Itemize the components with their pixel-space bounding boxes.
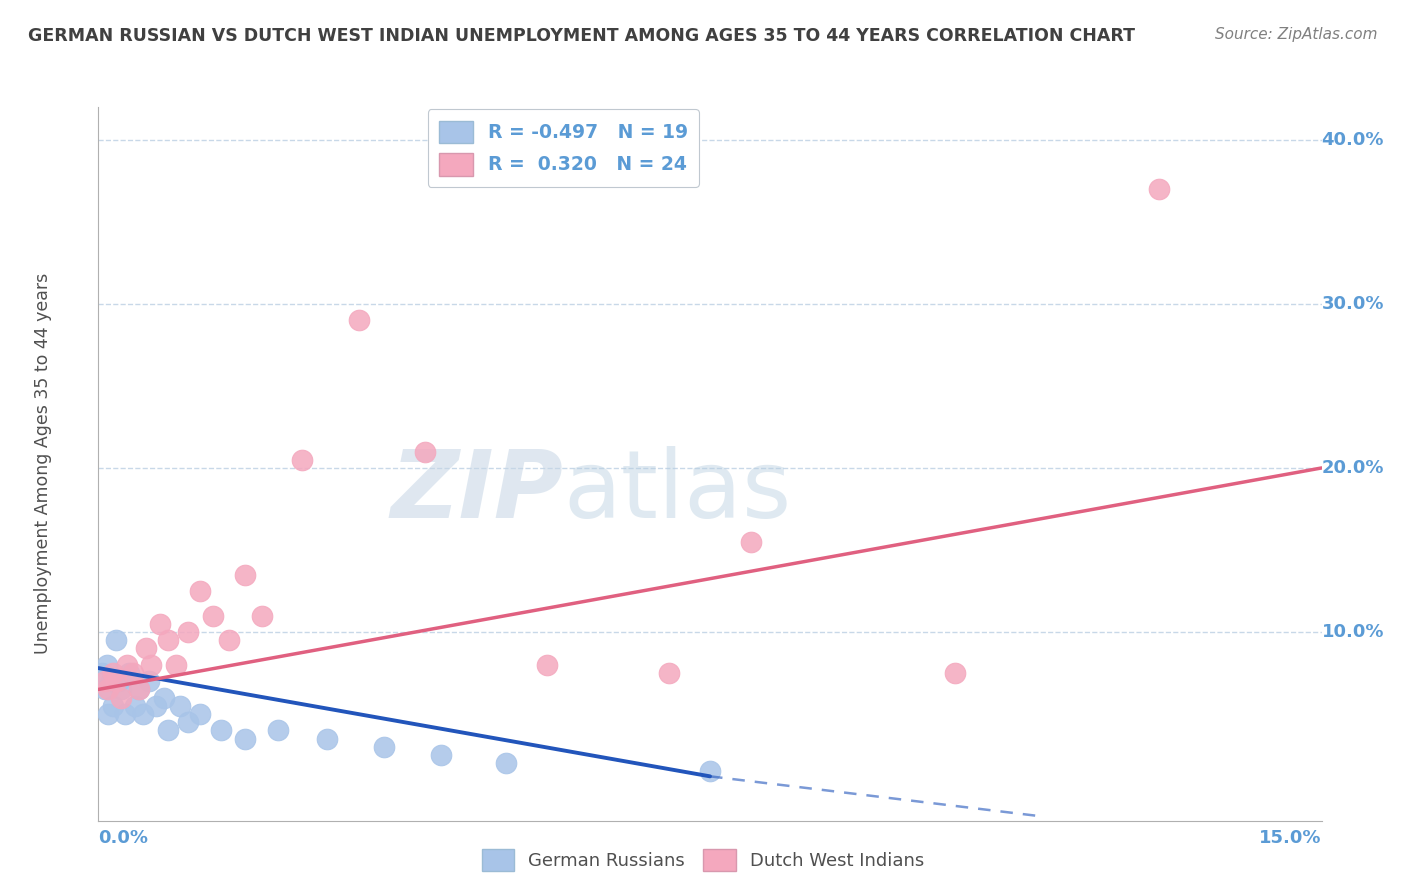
Text: 40.0%: 40.0% (1322, 131, 1384, 149)
Point (177, 625, 200, 640)
Point (94, 674, 117, 689)
Point (315, 731, 337, 746)
Point (94, 682, 117, 697)
Point (943, 665, 966, 680)
Point (188, 584, 212, 599)
Point (156, 633, 179, 648)
Point (233, 731, 256, 746)
Point (118, 665, 141, 680)
Text: GERMAN RUSSIAN VS DUTCH WEST INDIAN UNEMPLOYMENT AMONG AGES 35 TO 44 YEARS CORRE: GERMAN RUSSIAN VS DUTCH WEST INDIAN UNEM… (28, 27, 1135, 45)
Point (156, 723, 179, 738)
Point (145, 698, 167, 713)
Point (108, 674, 131, 689)
Text: 15.0%: 15.0% (1260, 829, 1322, 847)
Point (152, 690, 174, 705)
Text: 30.0%: 30.0% (1322, 295, 1384, 313)
Point (233, 567, 256, 582)
Point (373, 739, 395, 754)
Point (201, 608, 224, 623)
Point (349, 313, 371, 327)
Text: 0.0%: 0.0% (98, 829, 149, 847)
Point (495, 756, 517, 771)
Point (141, 657, 163, 672)
Point (121, 665, 143, 680)
Point (250, 608, 273, 623)
Point (132, 706, 155, 721)
Point (291, 452, 314, 467)
Point (267, 723, 290, 738)
Point (177, 715, 200, 730)
Point (165, 657, 187, 672)
Point (100, 674, 122, 689)
Point (218, 633, 240, 648)
Point (699, 764, 721, 779)
Point (128, 682, 150, 697)
Point (110, 690, 132, 705)
Point (138, 674, 160, 689)
Point (536, 657, 558, 672)
Point (101, 698, 124, 713)
Point (115, 657, 138, 672)
Point (658, 665, 681, 680)
Point (209, 723, 232, 738)
Text: 20.0%: 20.0% (1322, 459, 1384, 477)
Text: ZIP: ZIP (391, 446, 564, 539)
Text: Source: ZipAtlas.com: Source: ZipAtlas.com (1215, 27, 1378, 42)
Point (135, 641, 157, 656)
Legend: R = -0.497   N = 19, R =  0.320   N = 24: R = -0.497 N = 19, R = 0.320 N = 24 (427, 110, 699, 187)
Point (188, 706, 212, 721)
Text: 10.0%: 10.0% (1322, 623, 1384, 641)
Legend: German Russians, Dutch West Indians: German Russians, Dutch West Indians (474, 842, 932, 879)
Point (91, 665, 114, 680)
Point (128, 682, 150, 697)
Point (97, 706, 120, 721)
Point (413, 444, 436, 458)
Point (101, 665, 124, 680)
Point (97, 682, 120, 697)
Point (105, 633, 128, 648)
Text: Unemployment Among Ages 35 to 44 years: Unemployment Among Ages 35 to 44 years (34, 273, 52, 655)
Point (105, 674, 128, 689)
Point (169, 698, 191, 713)
Point (110, 682, 132, 697)
Point (740, 534, 762, 549)
Point (124, 698, 146, 713)
Point (149, 616, 172, 631)
Point (96, 657, 118, 672)
Point (114, 706, 136, 721)
Text: atlas: atlas (564, 446, 792, 539)
Point (1147, 182, 1170, 196)
Point (430, 747, 453, 762)
